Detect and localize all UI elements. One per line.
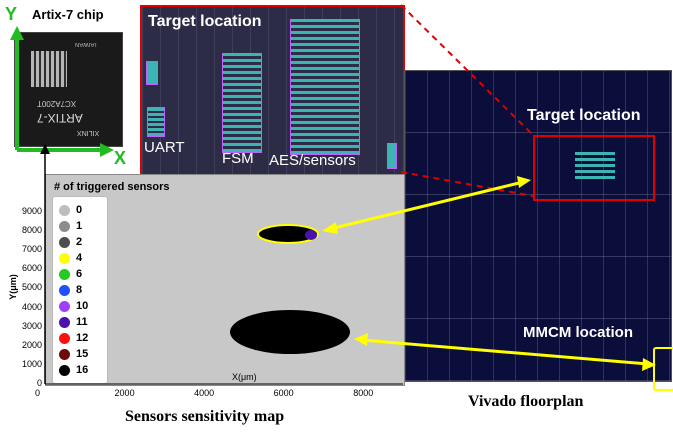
aes-block bbox=[290, 19, 360, 155]
legend-item: 10 bbox=[59, 299, 88, 313]
vivado-floorplan: Target location MMCM location bbox=[404, 70, 673, 391]
arrow-target-right-head bbox=[517, 176, 531, 188]
floorplan-target-box bbox=[533, 135, 655, 201]
y-tick-label: 4000 bbox=[21, 301, 42, 312]
legend-swatch bbox=[59, 316, 70, 328]
legend-swatch bbox=[59, 236, 70, 248]
chip-title: Artix-7 chip bbox=[32, 7, 104, 22]
arrow-mmcm-left-head bbox=[354, 333, 368, 346]
y-tick-label: 9000 bbox=[21, 206, 42, 216]
blob-target bbox=[257, 224, 319, 244]
legend-label: 8 bbox=[76, 284, 83, 296]
legend-item: 1 bbox=[59, 219, 82, 233]
y-tick-label: 8000 bbox=[21, 225, 42, 236]
y-tick-label: 6000 bbox=[21, 263, 42, 274]
arrow-mmcm-right-head bbox=[642, 358, 656, 371]
aes-block-right bbox=[387, 143, 397, 169]
legend-swatch bbox=[59, 332, 70, 344]
legend-label: 10 bbox=[76, 300, 89, 312]
legend-swatch bbox=[59, 364, 70, 376]
legend-label: 11 bbox=[76, 316, 88, 328]
arrow-target-left-head bbox=[322, 222, 338, 234]
chip-y-arrow bbox=[10, 26, 24, 40]
uart-block bbox=[147, 107, 165, 137]
arrow-target-line bbox=[329, 180, 524, 231]
chip-axis-x-label: X bbox=[114, 148, 127, 168]
legend-item: 2 bbox=[59, 235, 82, 249]
chip-axes bbox=[10, 26, 114, 157]
chip-photo: TAIWAN XC7A200T ARTIX-7 XILINX bbox=[14, 32, 123, 147]
legend-title: # of triggered sensors bbox=[54, 181, 170, 193]
legend-item: 8 bbox=[59, 283, 82, 297]
chip-axis-y-label: Y bbox=[5, 4, 18, 24]
sensitivity-blobs bbox=[230, 224, 350, 354]
fsm-label: FSM bbox=[222, 150, 254, 167]
y-tick-label: 2000 bbox=[21, 339, 42, 350]
y-tick-label: 0 bbox=[36, 378, 42, 388]
legend-swatch bbox=[59, 252, 70, 264]
legend-item: 16 bbox=[59, 363, 88, 377]
x-tick-label: 2000 bbox=[114, 388, 135, 398]
legend-label: 1 bbox=[76, 220, 83, 232]
chip-qr-code bbox=[31, 51, 67, 87]
legend-item: 4 bbox=[59, 251, 82, 265]
y-tick-label: 7000 bbox=[21, 244, 42, 255]
legend-label: 15 bbox=[76, 348, 89, 360]
legend-item: 15 bbox=[59, 347, 88, 361]
x-tick-label: 4000 bbox=[194, 388, 215, 398]
floorplan-grid bbox=[405, 71, 671, 381]
legend-label: 2 bbox=[76, 236, 83, 248]
floorplan-mmcm-box bbox=[653, 347, 673, 391]
projection-line-top bbox=[400, 4, 534, 136]
sensitivity-legend: 0 1 2 4 6 8 10 11 12 15 16 bbox=[52, 196, 108, 384]
floorplan-caption: Vivado floorplan bbox=[468, 393, 584, 410]
legend-swatch bbox=[59, 348, 70, 360]
chip-x-arrow bbox=[100, 143, 114, 157]
legend-swatch bbox=[59, 284, 70, 296]
uart-block-small bbox=[146, 61, 158, 85]
legend-item: 12 bbox=[59, 331, 88, 345]
aes-sensors-label: AES/sensors bbox=[269, 152, 356, 169]
floorplan-target-label: Target location bbox=[527, 107, 641, 124]
legend-label: 12 bbox=[76, 332, 89, 344]
legend-item: 11 bbox=[59, 315, 88, 329]
blob-mmcm bbox=[230, 310, 350, 354]
legend-swatch bbox=[59, 300, 70, 312]
legend-swatch bbox=[59, 268, 70, 280]
x-tick-label: 8000 bbox=[353, 388, 374, 398]
y-tick-label: 1000 bbox=[21, 358, 42, 369]
projection-line-bottom bbox=[400, 171, 534, 197]
blob-target-edge bbox=[305, 230, 317, 240]
floorplan-target-cells bbox=[575, 149, 615, 179]
map-xlabel: X(μm) bbox=[232, 372, 257, 382]
x-tick-label: 6000 bbox=[273, 388, 294, 398]
legend-swatch bbox=[59, 220, 70, 232]
legend-label: 0 bbox=[76, 204, 83, 216]
zoom-title: Target location bbox=[148, 13, 262, 30]
legend-label: 16 bbox=[76, 364, 89, 376]
y-tick-label: 3000 bbox=[21, 320, 42, 331]
legend-swatch bbox=[59, 204, 70, 216]
map-y-arrow bbox=[40, 144, 50, 154]
legend-item: 6 bbox=[59, 267, 82, 281]
floorplan-mmcm-label: MMCM location bbox=[523, 324, 633, 341]
legend-label: 6 bbox=[76, 268, 83, 280]
arrow-mmcm-line bbox=[361, 338, 649, 366]
fsm-block bbox=[222, 53, 262, 153]
legend-item: 0 bbox=[59, 203, 82, 217]
map-caption: Sensors sensitivity map bbox=[125, 408, 285, 425]
y-tick-label: 5000 bbox=[21, 282, 42, 293]
x-tick-label: 0 bbox=[35, 388, 41, 398]
uart-label: UART bbox=[144, 139, 185, 156]
legend-label: 4 bbox=[76, 252, 83, 264]
